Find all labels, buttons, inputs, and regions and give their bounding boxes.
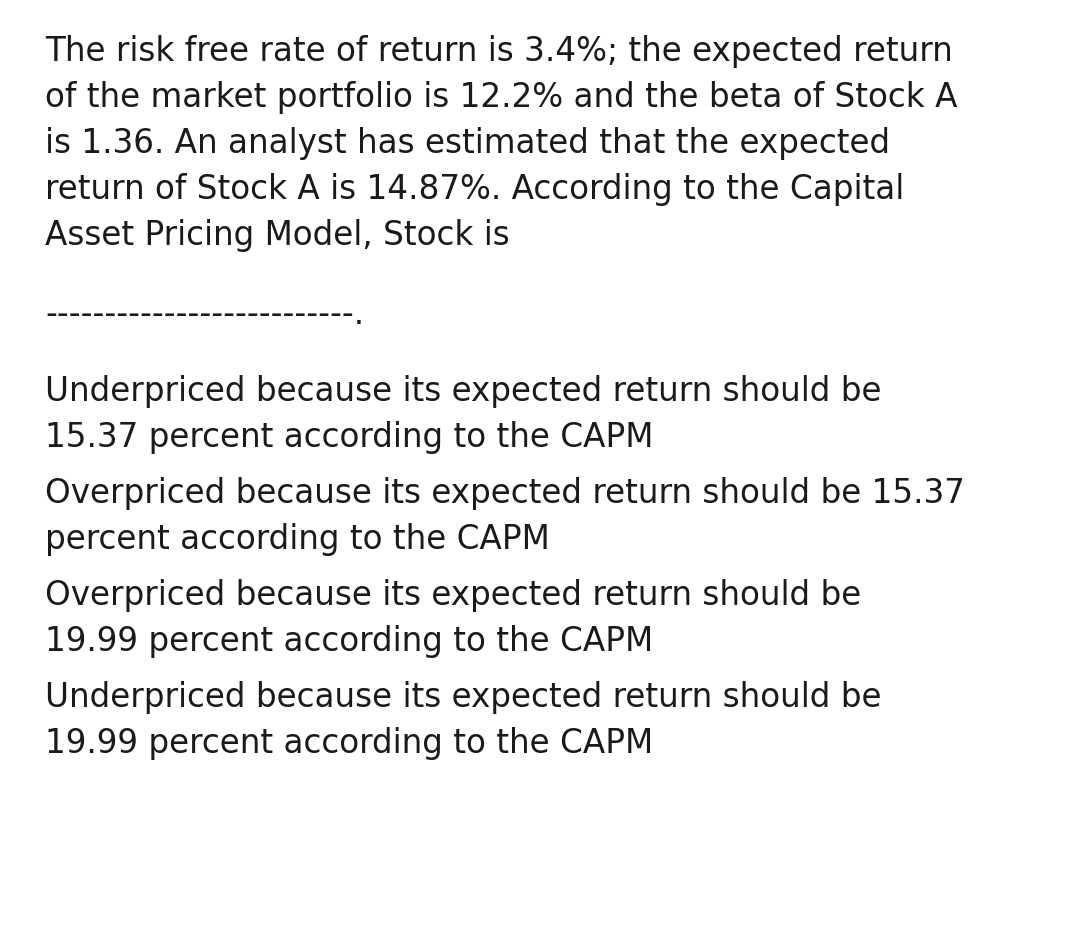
Text: The risk free rate of return is 3.4%; the expected return
of the market portfoli: The risk free rate of return is 3.4%; th… xyxy=(45,35,958,251)
Text: Overpriced because its expected return should be 15.37
percent according to the : Overpriced because its expected return s… xyxy=(45,477,964,555)
Text: --------------------------.: --------------------------. xyxy=(45,298,364,330)
Text: Underpriced because its expected return should be
15.37 percent according to the: Underpriced because its expected return … xyxy=(45,374,881,453)
Text: Overpriced because its expected return should be
19.99 percent according to the : Overpriced because its expected return s… xyxy=(45,579,861,657)
Text: Underpriced because its expected return should be
19.99 percent according to the: Underpriced because its expected return … xyxy=(45,681,881,759)
